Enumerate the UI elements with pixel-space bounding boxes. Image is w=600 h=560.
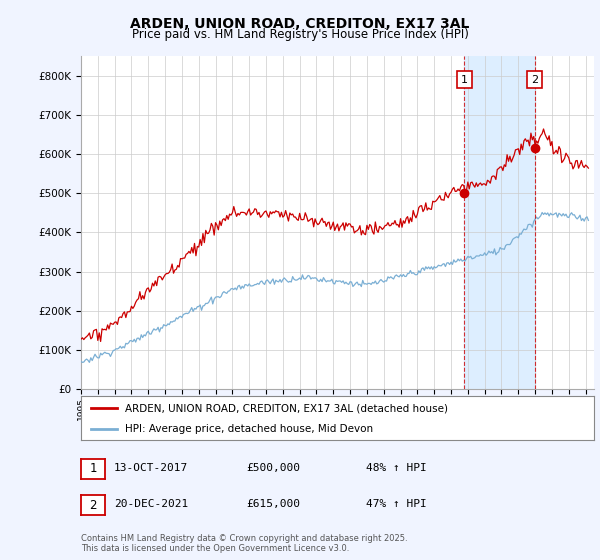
Text: Contains HM Land Registry data © Crown copyright and database right 2025.
This d: Contains HM Land Registry data © Crown c…: [81, 534, 407, 553]
Text: ARDEN, UNION ROAD, CREDITON, EX17 3AL (detached house): ARDEN, UNION ROAD, CREDITON, EX17 3AL (d…: [125, 403, 448, 413]
Text: 13-OCT-2017: 13-OCT-2017: [114, 463, 188, 473]
Text: 47% ↑ HPI: 47% ↑ HPI: [366, 499, 427, 509]
Bar: [464, 56, 535, 389]
Text: 48% ↑ HPI: 48% ↑ HPI: [366, 463, 427, 473]
Text: 2: 2: [89, 498, 97, 512]
Text: 20-DEC-2021: 20-DEC-2021: [114, 499, 188, 509]
Text: HPI: Average price, detached house, Mid Devon: HPI: Average price, detached house, Mid …: [125, 424, 373, 433]
Text: Price paid vs. HM Land Registry's House Price Index (HPI): Price paid vs. HM Land Registry's House …: [131, 28, 469, 41]
Text: 1: 1: [461, 74, 468, 85]
Text: £500,000: £500,000: [246, 463, 300, 473]
Text: ARDEN, UNION ROAD, CREDITON, EX17 3AL: ARDEN, UNION ROAD, CREDITON, EX17 3AL: [130, 17, 470, 31]
Text: £615,000: £615,000: [246, 499, 300, 509]
Text: 1: 1: [89, 462, 97, 475]
Text: 2: 2: [531, 74, 538, 85]
